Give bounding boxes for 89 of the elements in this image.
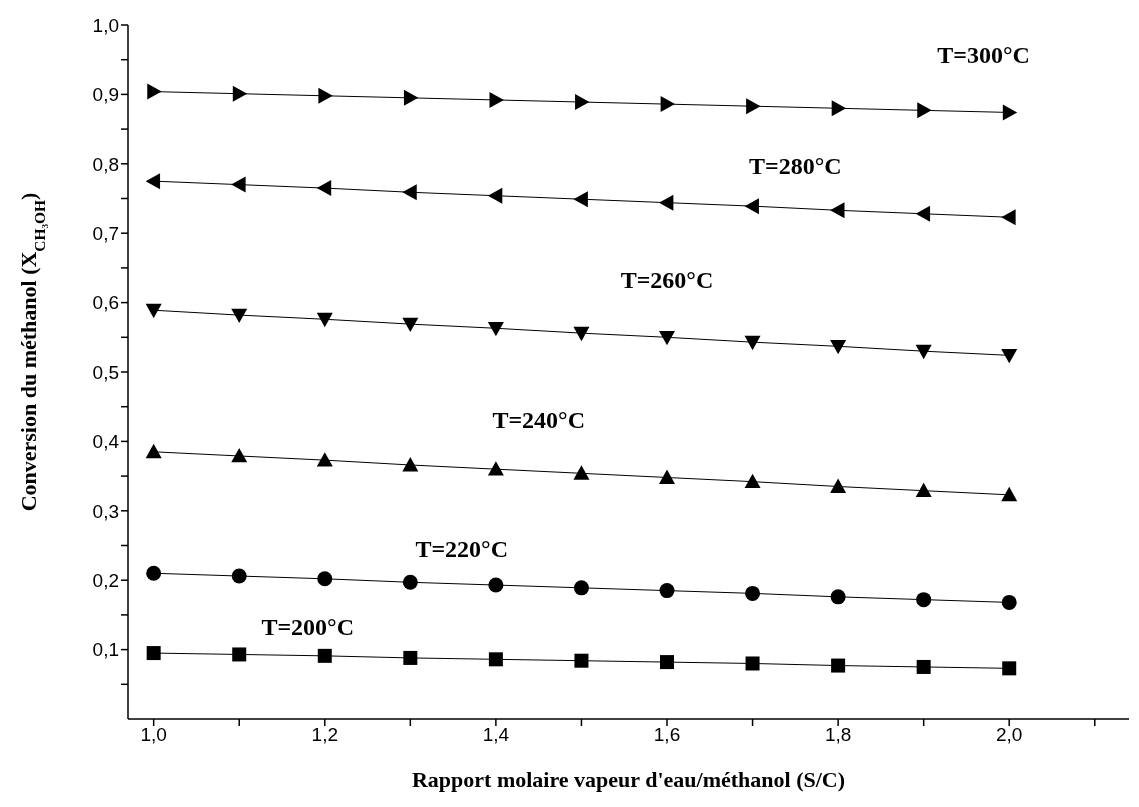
- point: [916, 592, 932, 608]
- point: [830, 339, 847, 355]
- point: [830, 202, 845, 219]
- point: [403, 89, 419, 106]
- point: [145, 303, 162, 319]
- point: [746, 98, 761, 115]
- point: [574, 653, 589, 668]
- point: [915, 482, 932, 498]
- point: [831, 100, 847, 117]
- point: [402, 574, 418, 590]
- point: [745, 656, 760, 671]
- y-tick-label: 0,9: [92, 84, 119, 106]
- point: [659, 583, 675, 599]
- point: [318, 87, 333, 104]
- y-tick-label: 0,5: [92, 361, 119, 383]
- point: [488, 577, 504, 593]
- point: [316, 312, 333, 328]
- point: [1001, 209, 1016, 226]
- series-label: T=200°C: [261, 613, 355, 640]
- x-tick-label: 1,6: [653, 724, 681, 746]
- point: [489, 91, 504, 108]
- point: [145, 443, 162, 459]
- point: [231, 176, 246, 193]
- point: [146, 646, 161, 661]
- series-label: T=300°C: [937, 41, 1030, 68]
- point: [232, 647, 247, 662]
- point: [402, 317, 419, 333]
- point: [659, 469, 675, 484]
- y-tick-label: 0,2: [92, 569, 119, 591]
- point: [316, 452, 333, 467]
- point: [744, 198, 759, 215]
- x-tick-label: 1,4: [482, 724, 510, 746]
- point: [831, 658, 846, 673]
- y-tick-label: 0,8: [92, 153, 119, 175]
- point: [1001, 348, 1018, 364]
- series-label: T=260°C: [620, 266, 714, 293]
- point: [916, 659, 931, 674]
- series-label: T=280°C: [749, 152, 842, 179]
- x-tick-label: 1,2: [311, 724, 338, 746]
- point: [146, 565, 162, 581]
- point: [573, 580, 589, 596]
- y-tick-label: 1,0: [92, 14, 119, 36]
- point: [402, 184, 417, 201]
- y-tick-label: 0,4: [92, 431, 120, 453]
- point: [573, 465, 590, 480]
- point: [573, 191, 588, 208]
- x-axis-title: Rapport molaire vapeur d'eau/méthanol (S/C): [411, 767, 846, 792]
- point: [316, 180, 332, 197]
- point: [487, 187, 503, 204]
- point: [231, 568, 247, 584]
- point: [317, 571, 333, 587]
- point: [830, 589, 846, 605]
- y-tick-label: 0,7: [92, 222, 119, 244]
- point: [403, 650, 418, 665]
- point: [1001, 594, 1017, 610]
- point: [659, 330, 675, 346]
- point: [1002, 104, 1018, 121]
- point: [147, 83, 162, 100]
- point: [575, 94, 590, 111]
- point: [231, 447, 248, 463]
- point: [915, 205, 931, 222]
- series-label: T=240°C: [492, 406, 585, 433]
- y-tick-label: 0,6: [92, 292, 119, 314]
- point: [488, 652, 503, 667]
- point: [487, 321, 504, 337]
- x-tick-label: 2,0: [996, 724, 1023, 746]
- point: [915, 344, 932, 360]
- point: [487, 461, 504, 476]
- x-tick-label: 1,8: [824, 724, 852, 746]
- point: [402, 457, 419, 472]
- point: [744, 335, 761, 351]
- point: [1002, 661, 1017, 676]
- point: [830, 478, 847, 493]
- point: [317, 648, 332, 663]
- y-tick-label: 0,3: [92, 500, 119, 522]
- point: [232, 85, 248, 102]
- point: [231, 308, 248, 324]
- point: [917, 102, 932, 119]
- series-label: T=220°C: [415, 535, 509, 562]
- y-tick-label: 0,1: [92, 639, 119, 661]
- point: [573, 326, 590, 342]
- point: [659, 194, 674, 211]
- x-tick-label: 1,0: [140, 724, 167, 746]
- point: [660, 96, 675, 113]
- point: [145, 173, 161, 190]
- point: [744, 473, 761, 489]
- point: [660, 655, 674, 670]
- point: [1001, 486, 1018, 502]
- point: [745, 585, 761, 601]
